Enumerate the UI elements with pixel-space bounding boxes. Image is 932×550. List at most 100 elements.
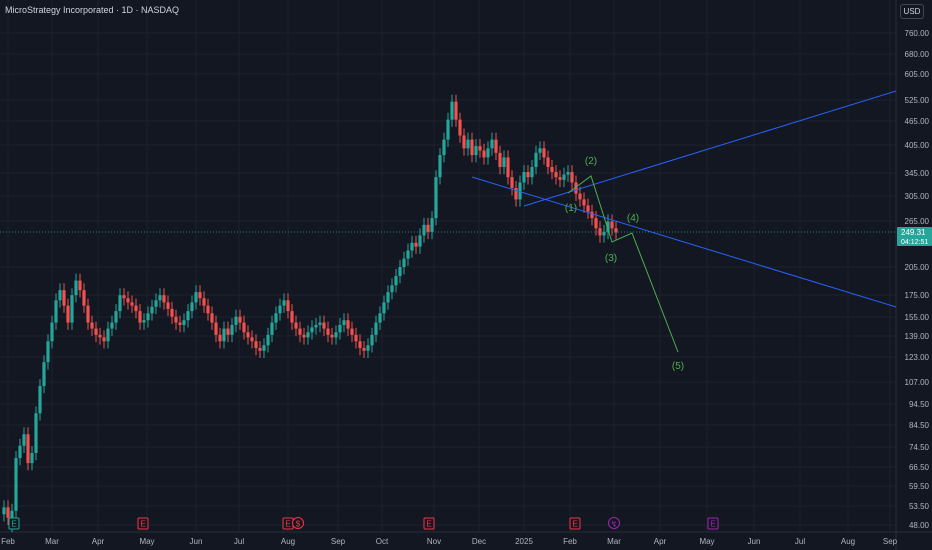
candle-body — [462, 135, 466, 149]
candle-body — [266, 334, 270, 346]
trendline-lower[interactable] — [471, 176, 897, 308]
svg-text:E[interactable]: E — [710, 520, 715, 529]
candle-body — [490, 139, 494, 149]
svg-text:E[interactable]: E — [140, 520, 145, 529]
candle-body — [218, 334, 222, 342]
price-tick-label: 53.50 — [909, 502, 930, 511]
earnings-marker-icon[interactable]: E — [8, 517, 20, 530]
candle-body — [562, 174, 566, 180]
candle-body — [190, 302, 194, 312]
candle-body — [314, 324, 318, 328]
dividend-marker-icon[interactable]: $ — [292, 517, 304, 529]
price-tick-label: 66.50 — [909, 463, 930, 472]
time-axis-label: Aug — [841, 537, 855, 546]
candle-body — [358, 341, 362, 348]
candle-body — [418, 235, 422, 247]
candle-body — [446, 119, 450, 140]
earnings-marker-icon[interactable]: E — [569, 517, 581, 530]
candle-body — [614, 228, 618, 233]
candle-body — [126, 298, 130, 303]
earnings-marker-icon[interactable]: E — [137, 517, 149, 530]
candle-body — [402, 258, 406, 268]
candle-body — [198, 292, 202, 299]
candle-body — [138, 311, 142, 323]
candle-body — [110, 322, 114, 329]
candle-body — [438, 155, 442, 178]
time-axis-label: Aug — [281, 537, 295, 546]
time-axis-label: Jun — [190, 537, 203, 546]
candle-body — [114, 311, 118, 323]
time-axis-label: Mar — [607, 537, 621, 546]
candle-body — [330, 334, 334, 338]
wave-label[interactable]: (3) — [605, 253, 617, 264]
price-tick-label: 155.00 — [905, 313, 930, 322]
svg-text:E[interactable]: E — [426, 520, 431, 529]
candle-body — [174, 316, 178, 323]
price-axis-panel — [896, 0, 932, 550]
price-tick-label: 74.50 — [909, 443, 930, 452]
candle-body — [294, 322, 298, 329]
time-axis-label: Mar — [45, 537, 59, 546]
earnings-marker-icon[interactable]: E — [707, 517, 719, 530]
price-tick-label: 265.00 — [905, 217, 930, 226]
candle-body — [250, 337, 254, 342]
candle-body — [398, 267, 402, 276]
svg-text:↯[interactable]: ↯ — [611, 520, 618, 529]
svg-text:$[interactable]: $ — [296, 520, 301, 529]
time-axis-label: Jul — [795, 537, 805, 546]
candle-body — [602, 231, 606, 236]
time-axis-label: Apr — [654, 537, 667, 546]
elliott-wave-path[interactable] — [567, 175, 679, 353]
candle-body — [38, 385, 42, 414]
svg-text:E[interactable]: E — [285, 520, 290, 529]
svg-text:E[interactable]: E — [572, 520, 577, 529]
wave-label[interactable]: (1) — [565, 203, 577, 214]
earnings-marker-icon[interactable]: E — [423, 517, 435, 530]
candle-body — [310, 327, 314, 333]
time-axis-label: May — [699, 537, 714, 546]
candle-body — [162, 295, 166, 303]
trendline-upper[interactable] — [523, 90, 897, 207]
candle-body — [106, 328, 110, 342]
candle-body — [290, 311, 294, 323]
candle-body — [26, 434, 30, 464]
candle-body — [550, 167, 554, 173]
wave-label[interactable]: (4) — [627, 213, 639, 224]
candle-body — [318, 322, 322, 325]
time-axis-label: 2025 — [515, 537, 533, 546]
candle-body — [22, 434, 26, 446]
candle-body — [50, 322, 54, 342]
candle-body — [382, 302, 386, 314]
candle-body — [538, 148, 542, 153]
candle-body — [86, 305, 90, 323]
candle-body — [166, 302, 170, 309]
wave-label[interactable]: (5) — [672, 361, 684, 372]
candle-body — [206, 305, 210, 314]
time-axis-label: Jul — [234, 537, 244, 546]
candle-body — [130, 302, 134, 306]
price-tick-label: 107.00 — [905, 378, 930, 387]
candle-body — [470, 139, 474, 156]
candle-body — [370, 334, 374, 346]
price-tick-label: 760.00 — [905, 29, 930, 38]
candle-body — [46, 341, 50, 363]
candle-body — [58, 290, 62, 301]
candle-body — [610, 221, 614, 229]
split-marker-icon[interactable]: ↯ — [608, 517, 620, 529]
currency-button[interactable]: USD — [900, 4, 924, 19]
price-tick-label: 405.00 — [905, 141, 930, 150]
candle-body — [74, 280, 78, 296]
candle-body — [514, 187, 518, 200]
candle-body — [234, 316, 238, 325]
candle-body — [202, 298, 206, 306]
time-axis-label: Oct — [376, 537, 389, 546]
svg-text:E[interactable]: E — [11, 520, 16, 529]
earnings-marker-icon[interactable]: E — [282, 517, 294, 530]
candle-body — [90, 322, 94, 329]
candle-body — [246, 332, 250, 338]
candle-body — [34, 413, 38, 453]
candle-body — [170, 308, 174, 317]
wave-label[interactable]: (2) — [585, 156, 597, 167]
candle-body — [522, 172, 526, 183]
